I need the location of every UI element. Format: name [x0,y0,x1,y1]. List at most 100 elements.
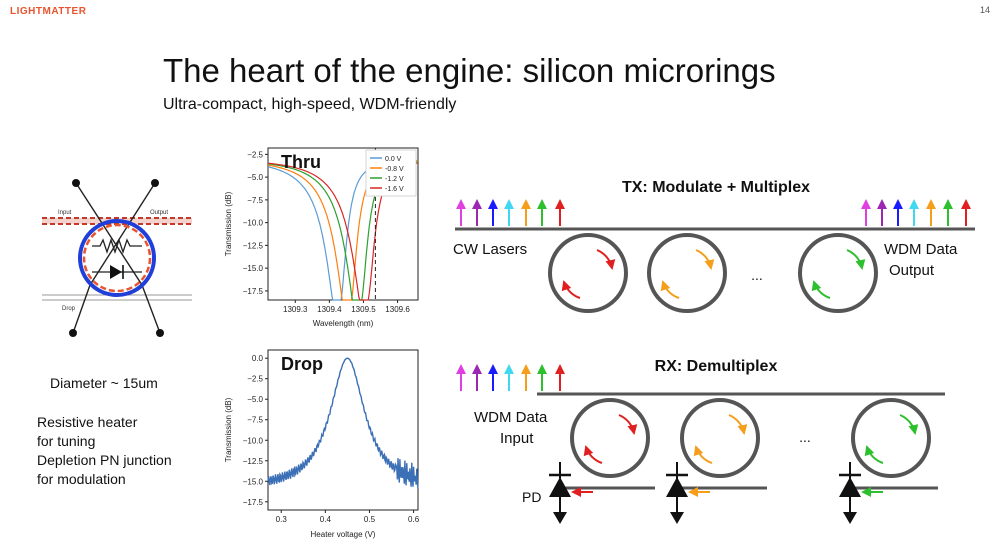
photodiode [549,462,593,524]
tx-output-label: WDM Data [884,241,958,258]
tx-circulation-arrow [596,249,616,270]
drop-xtick-label: 0.5 [364,515,376,524]
thru-ytick-label: −5.0 [247,173,263,182]
thru-ytick-label: −7.5 [247,196,263,205]
tx-output-label: Output [889,262,935,279]
heater-note: for tuning [37,433,96,449]
rx-circulation-arrow [618,414,638,435]
rx-microring [680,398,760,478]
ring-device-schematic: Input Output Drop [42,179,192,337]
rx-microring [851,398,931,478]
rx-input-label: WDM Data [474,409,548,426]
rx-diagram: RX: Demultiplex WDM Data Input ... [456,358,945,524]
rx-ellipsis: ... [799,429,811,445]
diode-icon [110,265,122,279]
ground-arrow-icon [670,512,684,524]
drop-ytick-label: −7.5 [247,416,263,425]
tx-circulation-arrow [846,249,866,270]
input-label: Input [58,210,72,216]
tx-ellipsis: ... [751,267,763,283]
photodiode [839,462,883,524]
pd-label: PD [522,489,541,505]
drop-ytick-label: −12.5 [243,457,264,466]
drop-ytick-label: 0.0 [252,354,264,363]
thru-ytick-label: −12.5 [243,241,264,250]
drop-xtick-label: 0.3 [276,515,288,524]
slide-subtitle: Ultra-compact, high-speed, WDM-friendly [163,96,457,113]
tx-microring [647,233,727,313]
drop-ytick-label: −17.5 [243,498,264,507]
lightmatter-logo: LIGHTMATTER [10,6,87,17]
thru-chart: 1309.3 1309.4 1309.5 1309.6 −2.5 −5.0 −7.5 −10.… [224,147,419,328]
thru-xtick-label: 1309.6 [385,305,410,314]
drop-ytick-label: −5.0 [247,395,263,404]
thru-xtick-label: 1309.5 [351,305,376,314]
drop-title: Drop [281,354,323,374]
output-label: Output [150,210,168,216]
contact-pad [151,179,159,187]
electrode-line [72,284,91,334]
rx-circulation-arrow [693,445,713,464]
rx-circulation-arrow [728,414,748,435]
contact-pad [69,329,77,337]
tx-input-label: CW Lasers [453,241,527,258]
drop-xlabel: Heater voltage (V) [311,530,376,539]
rx-title: RX: Demultiplex [655,358,778,375]
rx-circulation-arrow [864,445,884,464]
rx-input-label: Input [500,430,534,447]
slide-title: The heart of the engine: silicon microri… [163,52,776,89]
drop-ytick-label: −15.0 [243,477,264,486]
drop-series-line [267,357,419,489]
rx-circulation-arrow [583,445,603,464]
electrode-line [75,182,143,286]
thru-xtick-label: 1309.3 [283,305,308,314]
pn-junction-ring [82,223,152,293]
thru-ytick-label: −10.0 [243,219,264,228]
drop-ylabel: Transmission (dB) [224,397,233,462]
legend-label: -1.6 V [385,186,404,193]
heater-resistor-icon [92,237,142,255]
tx-circulation-arrow [811,280,831,299]
heater-note: Resistive heater [37,414,138,430]
drop-chart: 0.3 0.4 0.5 0.6 0.0 −2.5 −5.0 −7.5 −10.0 −12.5 −15… [224,349,420,539]
ground-arrow-icon [553,512,567,524]
tx-title: TX: Modulate + Multiplex [622,179,810,196]
thru-ytick-label: −15.0 [243,264,264,273]
thru-xlabel: Wavelength (nm) [313,319,374,328]
tx-microring [798,233,878,313]
ground-arrow-icon [843,512,857,524]
contact-pad [156,329,164,337]
drop-label: Drop [62,306,76,312]
thru-ytick-label: −17.5 [243,287,264,296]
photodiode-icon [839,477,861,497]
diameter-text: Diameter ~ 15um [50,375,158,391]
thru-title: Thru [281,152,321,172]
drop-xtick-label: 0.6 [408,515,420,524]
photodiode [666,462,710,524]
page-number: 14 [979,5,990,15]
tx-circulation-arrow [695,249,715,270]
drop-plot-frame [267,349,419,511]
tx-circulation-arrow [561,280,581,299]
pn-junction-note: for modulation [37,471,126,487]
tx-circulation-arrow [660,280,680,299]
legend-label: -1.2 V [385,176,404,183]
drop-ytick-label: −2.5 [247,375,263,384]
drop-xtick-label: 0.4 [320,515,332,524]
electrode-line [89,182,156,286]
electrode-line [141,284,161,334]
microring [78,219,156,297]
thru-ytick-label: −2.5 [247,150,263,159]
photodiode-icon [549,477,571,497]
rx-microring [570,398,650,478]
rx-circulation-arrow [899,414,919,435]
legend-label: -0.8 V [385,166,404,173]
tx-diagram: TX: Modulate + Multiplex CW Lasers WDM D… [453,179,975,313]
photodiode-icon [666,477,688,497]
thru-ylabel: Transmission (dB) [224,191,233,256]
tx-microring [548,233,628,313]
pn-junction-note: Depletion PN junction [37,452,172,468]
thru-xtick-label: 1309.4 [317,305,342,314]
legend-label: 0.0 V [385,156,402,163]
